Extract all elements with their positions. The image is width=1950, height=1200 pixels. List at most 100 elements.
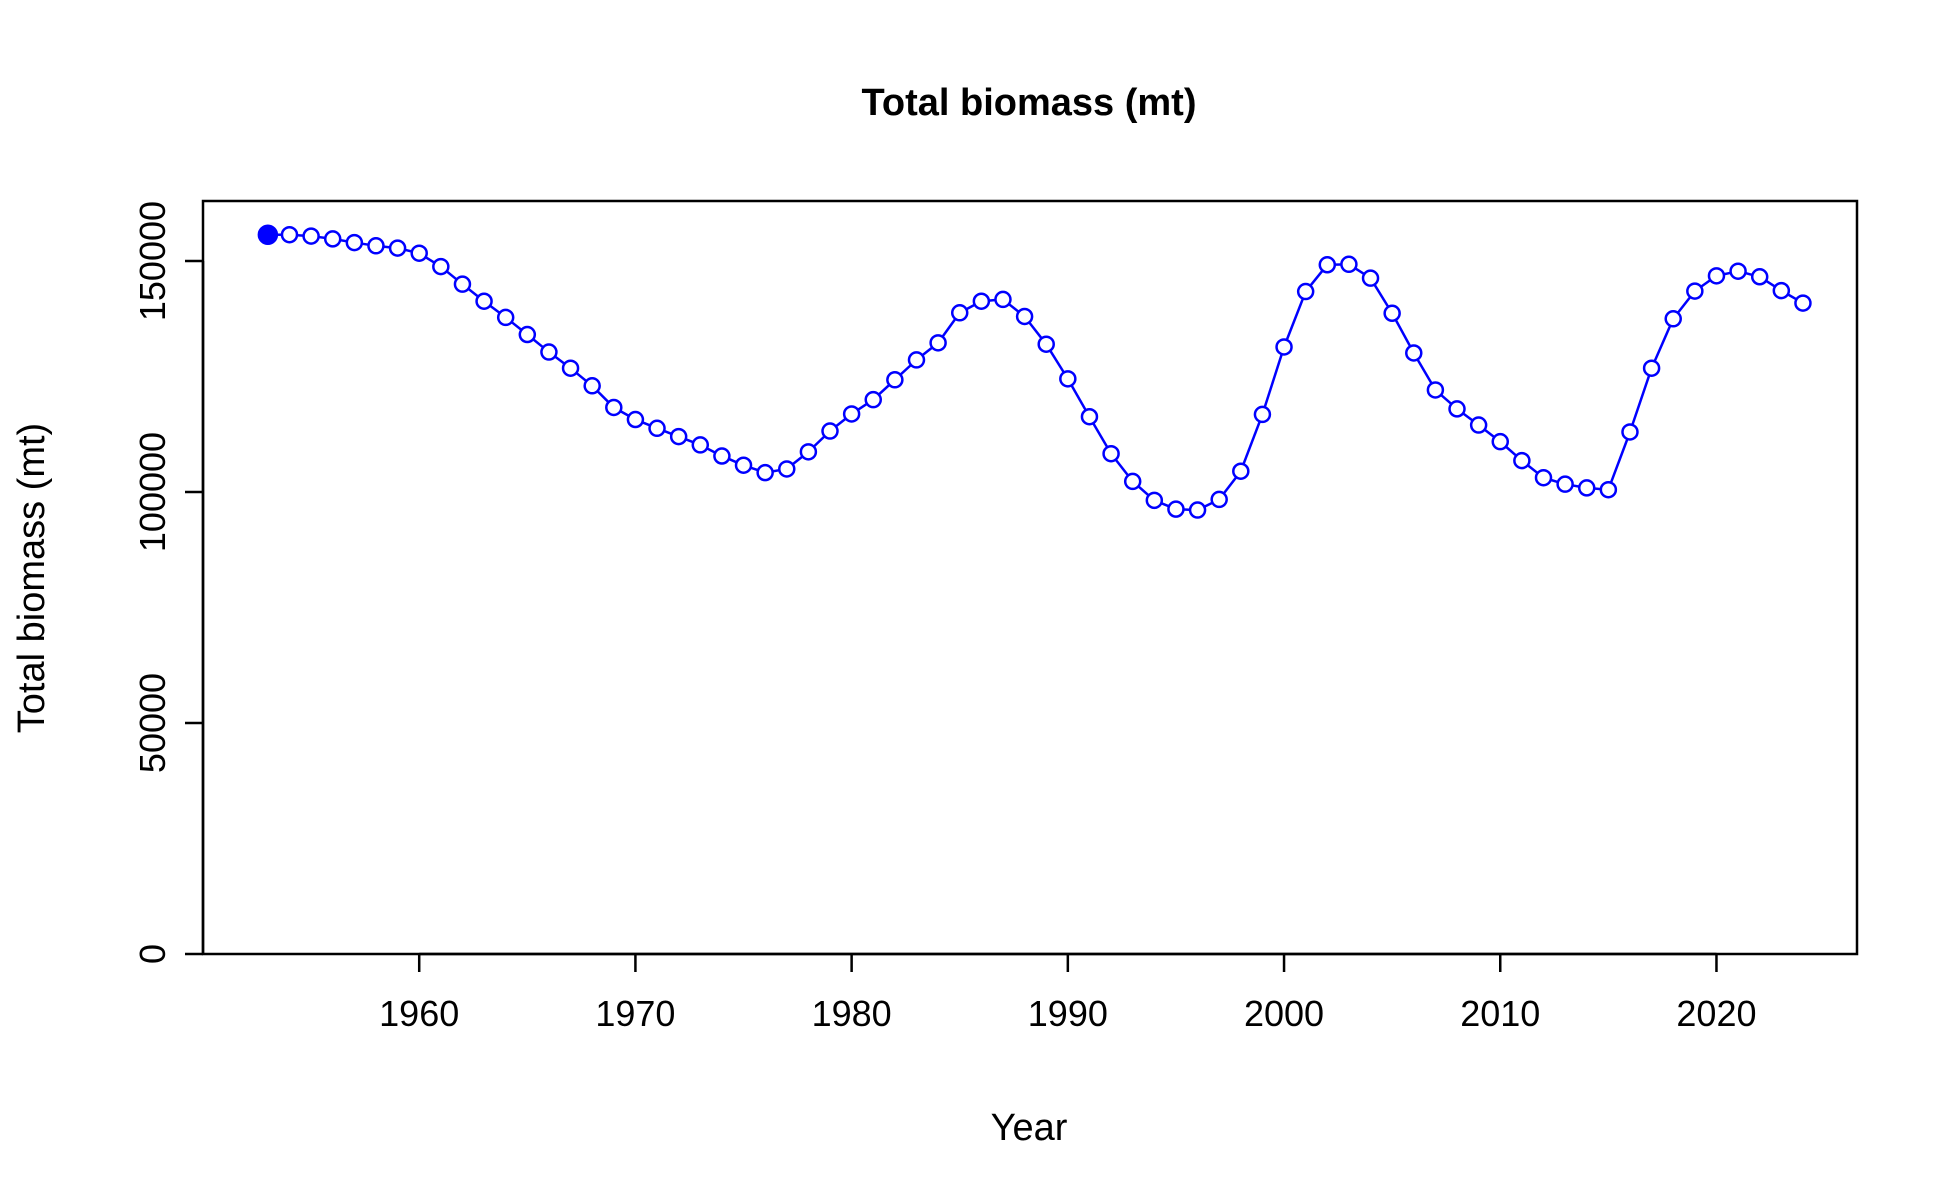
- data-point: [972, 292, 991, 310]
- series-line-segment: [1505, 445, 1518, 457]
- series-line-segment: [1653, 325, 1672, 362]
- data-point: [323, 230, 342, 248]
- data-point: [453, 275, 472, 293]
- chart-title: Total biomass (mt): [862, 82, 1197, 124]
- data-point: [1448, 400, 1466, 418]
- x-axis: 1960 1970 1980 1990 2000 2010 2020: [379, 952, 1757, 1034]
- x-tick-label: 1990: [1028, 993, 1108, 1034]
- data-point: [648, 419, 666, 438]
- data-point: [1253, 405, 1272, 424]
- data-point: [1188, 501, 1207, 519]
- data-point: [907, 351, 926, 369]
- series-line-segment: [1631, 374, 1651, 426]
- data-point: [1167, 500, 1185, 518]
- data-point: [1491, 432, 1510, 451]
- series-line-segment: [706, 447, 716, 454]
- y-tick-label: 0: [132, 944, 173, 964]
- y-axis: 0 50000 100000 150000: [132, 201, 205, 964]
- data-point: [302, 227, 320, 245]
- data-point: [1534, 468, 1553, 487]
- series-line-segment: [1203, 501, 1214, 508]
- series-line-segment: [1070, 384, 1087, 411]
- data-point-initial: [257, 224, 279, 245]
- data-point: [1599, 480, 1618, 499]
- series-line-segment: [1462, 412, 1474, 422]
- series-line-segment: [1242, 420, 1261, 465]
- data-point: [367, 237, 385, 255]
- series-line-segment: [641, 421, 651, 427]
- data-point: [1686, 282, 1704, 300]
- series-line-segment: [899, 364, 912, 376]
- series-line-segment: [554, 355, 566, 365]
- data-point: [1210, 490, 1228, 509]
- series-line-segment: [1160, 502, 1170, 508]
- data-point: [950, 304, 969, 322]
- series-line-segment: [812, 435, 826, 448]
- series-line-segment: [1222, 476, 1238, 495]
- x-axis-title: Year: [991, 1107, 1068, 1149]
- series-line-segment: [1394, 319, 1412, 347]
- series-line-segment: [1787, 293, 1798, 301]
- data-point: [669, 427, 688, 446]
- y-tick-label: 150000: [132, 201, 173, 321]
- data-point: [1015, 307, 1034, 326]
- data-point: [1556, 475, 1574, 493]
- series-line-segment: [921, 346, 934, 357]
- series-line-segment: [445, 270, 458, 281]
- data-point: [799, 443, 818, 461]
- data-point: [1513, 451, 1531, 470]
- series-line-segment: [1526, 464, 1539, 475]
- data-point: [1469, 416, 1488, 434]
- data-point: [1361, 269, 1380, 287]
- data-point: [1750, 268, 1769, 286]
- data-point: [734, 456, 753, 474]
- data-point: [1037, 335, 1055, 353]
- series-line-segment: [1114, 458, 1130, 477]
- data-point: [691, 436, 710, 454]
- data-point: [1664, 310, 1682, 328]
- data-point: [886, 371, 904, 389]
- series-line-segment: [1550, 478, 1559, 484]
- data-point: [432, 257, 450, 276]
- series-line-segment: [1028, 321, 1043, 340]
- data-point: [1621, 423, 1639, 441]
- data-point: [561, 359, 580, 377]
- data-point: [345, 233, 364, 252]
- data-point: [778, 460, 796, 478]
- data-point: [1318, 256, 1337, 274]
- data-point: [994, 290, 1012, 309]
- x-tick-label: 2010: [1460, 993, 1540, 1034]
- series-line-segment: [941, 318, 957, 338]
- data-point: [1707, 267, 1726, 285]
- series-line-segment: [791, 455, 804, 466]
- series-line-segment: [1609, 438, 1629, 484]
- data-point: [518, 325, 537, 344]
- series-line-segment: [728, 457, 738, 464]
- y-tick-label: 100000: [132, 432, 173, 552]
- series-line-segment: [1285, 298, 1305, 341]
- data-point: [583, 377, 601, 395]
- series-line-segment: [1137, 485, 1150, 497]
- data-point: [864, 390, 882, 409]
- data-point: [1123, 472, 1142, 491]
- data-point: [605, 398, 623, 417]
- series-line-segment: [424, 256, 436, 264]
- series-line-segment: [750, 466, 759, 472]
- series-line-segment: [1049, 349, 1065, 374]
- series-line-segment: [835, 417, 847, 428]
- series-line-segment: [575, 371, 588, 383]
- series-line-segment: [1416, 358, 1433, 385]
- data-point: [1145, 491, 1164, 510]
- data-point: [1275, 338, 1293, 356]
- data-point: [756, 463, 774, 482]
- data-point: [1296, 282, 1315, 301]
- data-point: [1059, 370, 1077, 388]
- y-axis-title: Total biomass (mt): [11, 423, 53, 733]
- data-point: [1080, 407, 1099, 426]
- data-point: [1383, 304, 1401, 323]
- series-line-segment: [596, 390, 610, 404]
- series-line-segment: [1765, 279, 1776, 288]
- data-point: [1405, 344, 1423, 362]
- data-point: [713, 447, 731, 465]
- data-point: [1426, 381, 1445, 399]
